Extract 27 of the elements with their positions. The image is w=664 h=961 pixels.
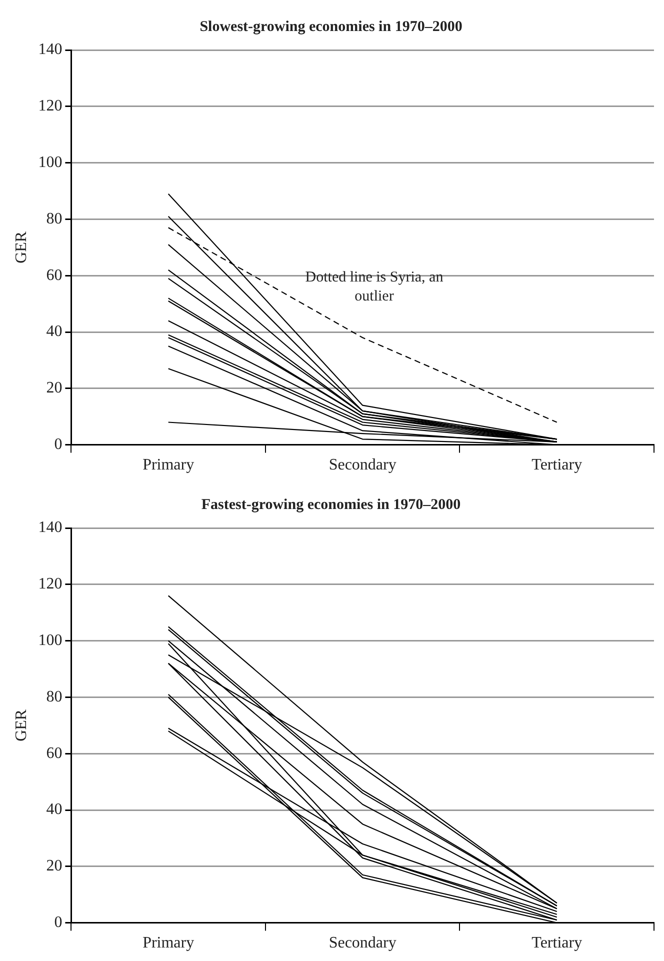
y-tick-label: 140	[38, 519, 62, 536]
y-tick-label: 0	[54, 914, 62, 932]
y-tick-label: 0	[54, 436, 62, 454]
x-tick-label: Tertiary	[532, 934, 582, 952]
x-tick-label: Primary	[142, 456, 194, 474]
chart-title: Fastest-growing economies in 1970–2000	[201, 496, 461, 513]
x-tick-label: Secondary	[328, 934, 396, 952]
y-tick-label: 40	[46, 323, 62, 340]
annotation: Dotted line is Syria, an outlier	[305, 269, 444, 304]
y-axis-title: GER	[12, 231, 30, 264]
x-tick-label: Tertiary	[532, 456, 582, 474]
y-tick-label: 40	[46, 801, 62, 818]
y-tick-label: 80	[46, 210, 62, 228]
y-tick-label: 80	[46, 688, 62, 706]
y-tick-label: 60	[46, 266, 62, 284]
x-tick-label: Primary	[142, 934, 194, 952]
y-tick-label: 60	[46, 744, 62, 762]
y-tick-label: 120	[38, 98, 62, 115]
y-tick-label: 120	[38, 576, 62, 593]
x-tick-label: Secondary	[328, 456, 396, 474]
y-tick-label: 20	[46, 380, 62, 397]
chart-title: Slowest-growing economies in 1970–2000	[200, 18, 462, 35]
y-tick-label: 100	[38, 154, 62, 172]
y-tick-label: 100	[38, 632, 62, 650]
y-tick-label: 20	[46, 858, 62, 875]
y-tick-label: 140	[38, 41, 62, 58]
y-axis-title: GER	[12, 709, 30, 742]
